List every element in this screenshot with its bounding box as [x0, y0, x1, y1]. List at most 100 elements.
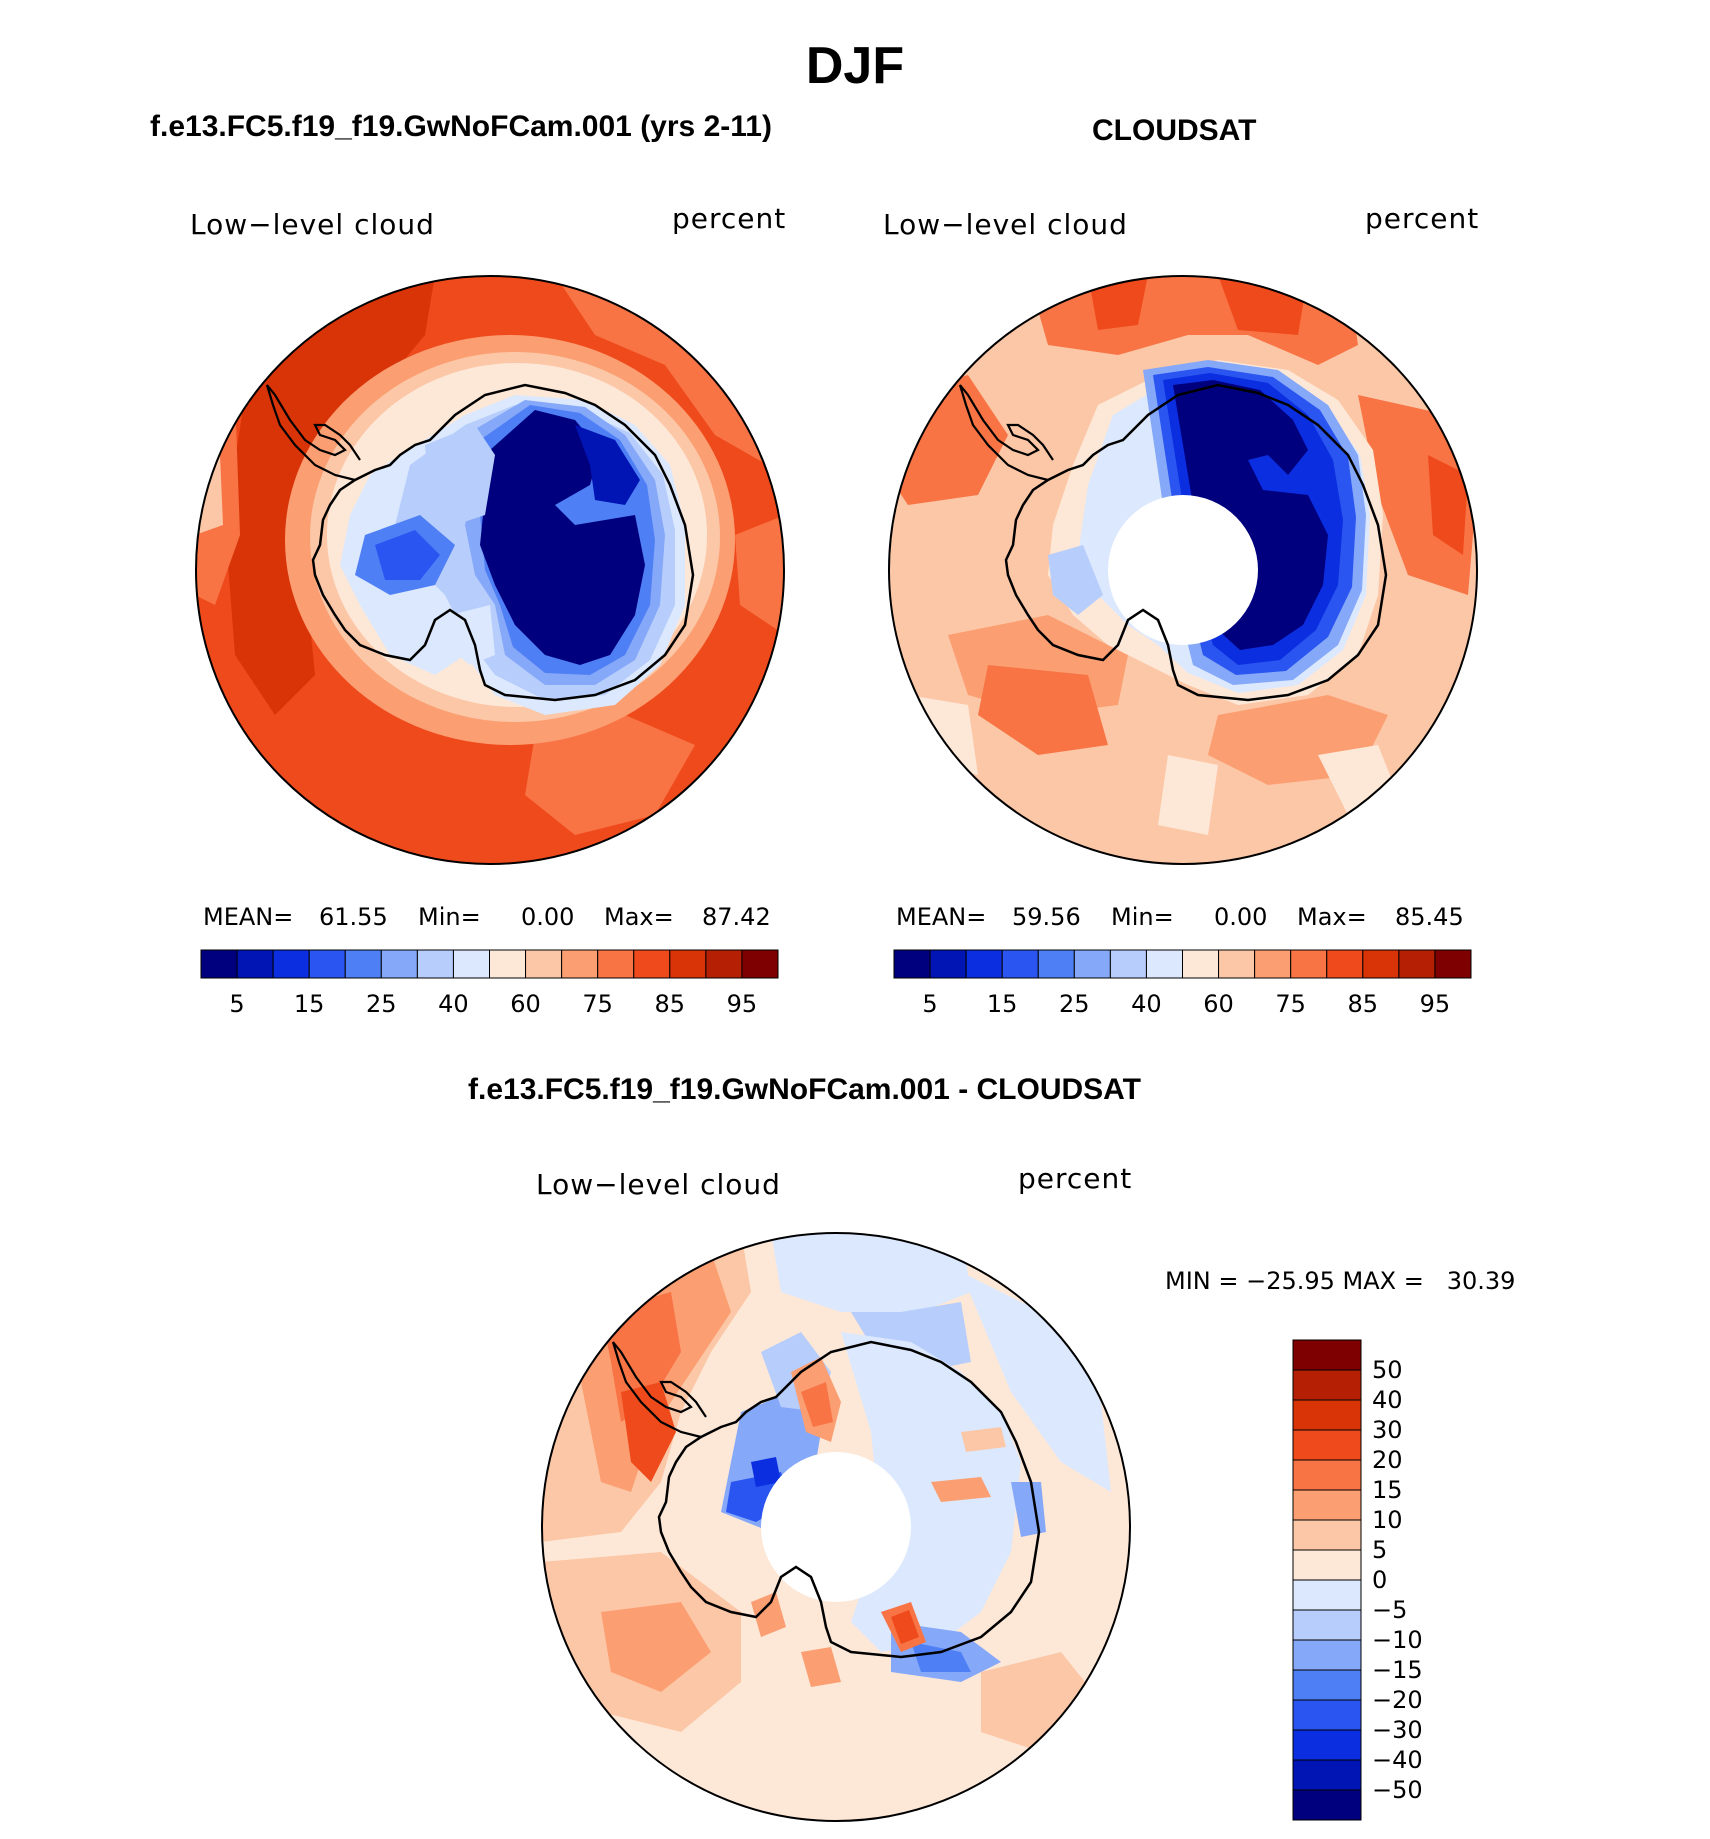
panel2-mean-label: MEAN=	[896, 903, 987, 931]
panel2-max-label: Max=	[1297, 903, 1367, 931]
panel1-map-border	[195, 275, 785, 865]
colorbar-swatch	[1292, 1549, 1362, 1581]
colorbar-tick-label: 40	[1131, 990, 1162, 1018]
colorbar-tick-label: −30	[1372, 1716, 1423, 1744]
panel3-minmax: MIN = −25.95 MAX = 30.39	[1165, 1267, 1516, 1295]
panel2-min-value: 0.00	[1214, 903, 1268, 931]
panel1-colorbar-ticks: 5 15 25 40 60 75 85 95	[201, 990, 778, 1020]
colorbar-swatch	[380, 949, 418, 979]
colorbar-tick-label: −50	[1372, 1776, 1423, 1804]
colorbar-tick-label: 40	[438, 990, 469, 1018]
colorbar-swatch	[1292, 1639, 1362, 1671]
colorbar-swatch	[1434, 949, 1472, 979]
colorbar-swatch	[1292, 1669, 1362, 1701]
panel1-peninsula	[265, 384, 361, 482]
colorbar-tick-label: 95	[726, 990, 758, 1018]
panel1-max-label: Max=	[604, 903, 674, 931]
colorbar-tick-label: 0	[1372, 1566, 1388, 1594]
colorbar-swatch	[1292, 1519, 1362, 1551]
page-title: DJF	[805, 37, 905, 95]
panel2-variable-label: Low−level cloud	[883, 208, 1128, 241]
panel3-variable-label: Low−level cloud	[536, 1168, 781, 1201]
colorbar-tick-label: 20	[1372, 1446, 1403, 1474]
colorbar-tick-label: −20	[1372, 1686, 1423, 1714]
panel2-coastline	[1004, 383, 1388, 702]
colorbar-tick-label: 60	[510, 990, 541, 1018]
colorbar-swatch	[1292, 1369, 1362, 1401]
colorbar-tick-label: −40	[1372, 1746, 1423, 1774]
colorbar-tick-label: 15	[986, 990, 1018, 1018]
panel1-map	[195, 275, 785, 865]
colorbar-swatch	[561, 949, 599, 979]
colorbar-tick-label: 75	[582, 990, 613, 1018]
colorbar-tick-label: 15	[1372, 1476, 1403, 1504]
panel3-colorbar-ticks: 50 40 30 20 15 10 5 0 −5 −10 −15 −20 −30 −40 −50	[1372, 1340, 1492, 1820]
colorbar-swatch	[1292, 1759, 1362, 1791]
panel1-mean-value: 61.55	[319, 903, 388, 931]
colorbar-swatch	[489, 949, 527, 979]
colorbar-swatch	[929, 949, 967, 979]
colorbar-swatch	[1292, 1339, 1362, 1371]
colorbar-swatch	[1398, 949, 1436, 979]
colorbar-tick-label: 75	[1275, 990, 1306, 1018]
colorbar-swatch	[344, 949, 382, 979]
colorbar-swatch	[1218, 949, 1256, 979]
colorbar-swatch	[452, 949, 490, 979]
panel1-variable-label: Low−level cloud	[190, 208, 435, 241]
colorbar-tick-label: 25	[366, 990, 397, 1018]
colorbar-swatch	[893, 949, 931, 979]
panel2-units-label: percent	[1365, 202, 1480, 235]
colorbar-swatch	[965, 949, 1003, 979]
colorbar-swatch	[1001, 949, 1039, 979]
panel2-map	[888, 275, 1478, 865]
colorbar-tick-label: 15	[293, 990, 325, 1018]
panel1-mean-label: MEAN=	[203, 903, 294, 931]
colorbar-swatch	[236, 949, 274, 979]
colorbar-swatch	[705, 949, 743, 979]
panel2-colorbar	[893, 949, 1472, 979]
colorbar-swatch	[1254, 949, 1292, 979]
colorbar-tick-label: 95	[1419, 990, 1451, 1018]
colorbar-swatch	[1073, 949, 1111, 979]
colorbar-swatch	[525, 949, 563, 979]
colorbar-swatch	[272, 949, 310, 979]
colorbar-tick-label: 85	[1347, 990, 1379, 1018]
colorbar-tick-label: 85	[654, 990, 686, 1018]
panel2-map-border	[888, 275, 1478, 865]
colorbar-tick-label: −5	[1372, 1596, 1408, 1624]
panel3-map	[541, 1232, 1131, 1822]
colorbar-tick-label: 30	[1372, 1416, 1403, 1444]
colorbar-swatch	[1290, 949, 1328, 979]
colorbar-swatch	[416, 949, 454, 979]
panel1-colorbar	[200, 949, 779, 979]
colorbar-swatch	[1292, 1429, 1362, 1461]
panel3-coastline	[657, 1340, 1041, 1659]
panel1-field	[196, 276, 784, 864]
panel2-peninsula	[958, 384, 1054, 482]
panel2-max-value: 85.45	[1395, 903, 1464, 931]
colorbar-swatch	[1326, 949, 1364, 979]
colorbar-swatch	[1292, 1489, 1362, 1521]
panel2-min-label: Min=	[1111, 903, 1174, 931]
panel3-field	[542, 1233, 1130, 1821]
colorbar-swatch	[1362, 949, 1400, 979]
panel1-min-label: Min=	[418, 903, 481, 931]
colorbar-swatch	[200, 949, 238, 979]
panel3-peninsula	[611, 1341, 707, 1439]
colorbar-tick-label: −15	[1372, 1656, 1423, 1684]
colorbar-swatch	[633, 949, 671, 979]
colorbar-swatch	[1037, 949, 1075, 979]
colorbar-swatch	[1292, 1699, 1362, 1731]
panel2-field	[889, 276, 1477, 864]
panel3-map-border	[541, 1232, 1131, 1822]
colorbar-swatch	[741, 949, 779, 979]
colorbar-tick-label: 5	[922, 990, 938, 1018]
colorbar-swatch	[1109, 949, 1147, 979]
panel1-min-value: 0.00	[521, 903, 575, 931]
colorbar-tick-label: −10	[1372, 1626, 1423, 1654]
colorbar-swatch	[1292, 1729, 1362, 1761]
panel2-mean-value: 59.56	[1012, 903, 1081, 931]
colorbar-swatch	[1292, 1399, 1362, 1431]
panel3-units-label: percent	[1018, 1162, 1133, 1195]
colorbar-swatch	[1292, 1789, 1362, 1821]
